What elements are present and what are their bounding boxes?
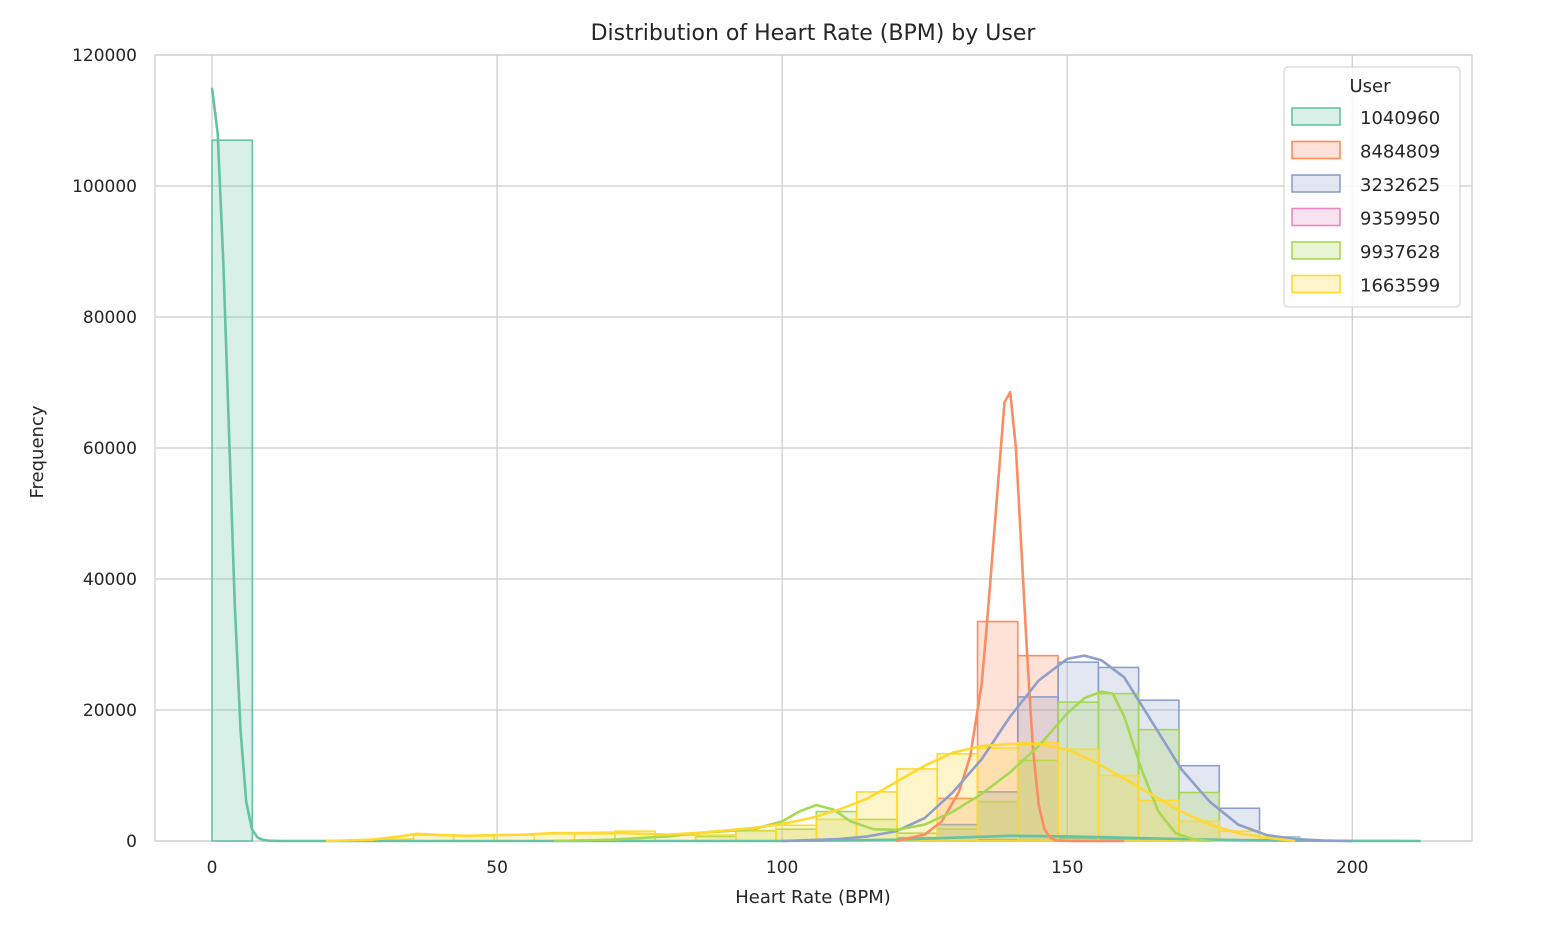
histogram-bar bbox=[1137, 699, 1180, 842]
histogram-bar bbox=[1057, 661, 1100, 842]
x-tick-label: 50 bbox=[486, 858, 508, 878]
x-tick-label: 200 bbox=[1336, 858, 1368, 878]
histogram-bar bbox=[976, 747, 1019, 842]
y-tick-label: 0 bbox=[126, 832, 137, 852]
legend-label: 3232625 bbox=[1360, 175, 1440, 196]
legend-swatch bbox=[1291, 140, 1341, 160]
y-tick-label: 60000 bbox=[83, 439, 137, 459]
legend-swatch bbox=[1291, 241, 1341, 260]
legend-swatch bbox=[1291, 174, 1341, 193]
histogram-bar bbox=[734, 830, 777, 842]
legend-label: 8484809 bbox=[1360, 142, 1440, 163]
y-axis-title: Frequency bbox=[27, 405, 48, 498]
series-bars-1663599 bbox=[372, 741, 1301, 842]
x-tick-label: 150 bbox=[1051, 858, 1083, 878]
kde-line-8484809 bbox=[895, 390, 1125, 843]
x-axis-ticks: 0 50 100 150 200 bbox=[207, 858, 1369, 878]
histogram-bar bbox=[1097, 774, 1140, 842]
legend-swatch bbox=[1291, 107, 1341, 126]
chart-title: Distribution of Heart Rate (BPM) by User bbox=[591, 21, 1037, 46]
y-tick-label: 20000 bbox=[83, 701, 137, 721]
y-tick-label: 80000 bbox=[83, 308, 137, 328]
histogram-bar bbox=[1057, 748, 1100, 842]
kde-line-1040960 bbox=[210, 87, 1421, 843]
legend-swatch bbox=[1291, 274, 1341, 294]
histogram-bar bbox=[936, 753, 979, 842]
legend-label: 9937628 bbox=[1360, 242, 1440, 263]
legend-label: 1040960 bbox=[1360, 108, 1440, 129]
kde-curves bbox=[210, 87, 1421, 843]
legend: User 1040960 8484809 3232625 9359950 9937628… bbox=[1283, 66, 1461, 308]
legend-frame bbox=[1283, 66, 1461, 308]
legend-label: 9359950 bbox=[1360, 209, 1440, 230]
y-axis-ticks: 0 20000 40000 60000 80000 100000 120000 bbox=[72, 46, 137, 852]
y-tick-label: 40000 bbox=[83, 570, 137, 590]
x-tick-label: 0 bbox=[207, 858, 218, 878]
x-tick-label: 100 bbox=[766, 858, 798, 878]
y-tick-label: 120000 bbox=[72, 46, 137, 66]
x-axis-title: Heart Rate (BPM) bbox=[735, 887, 891, 908]
histogram-bar bbox=[1097, 692, 1140, 842]
histogram-bar bbox=[775, 824, 818, 842]
histogram-bars bbox=[211, 139, 1301, 842]
histogram-bar bbox=[976, 800, 1019, 842]
kde-line-1663599 bbox=[325, 742, 1296, 843]
legend-title: User bbox=[1349, 76, 1391, 97]
y-tick-label: 100000 bbox=[72, 177, 137, 197]
series-bars-3232625 bbox=[896, 661, 1301, 842]
legend-swatch bbox=[1291, 207, 1341, 227]
legend-label: 1663599 bbox=[1360, 276, 1440, 297]
histogram-bar bbox=[1097, 666, 1140, 842]
legend-items: 1040960 8484809 3232625 9359950 9937628 16635… bbox=[1291, 107, 1440, 297]
